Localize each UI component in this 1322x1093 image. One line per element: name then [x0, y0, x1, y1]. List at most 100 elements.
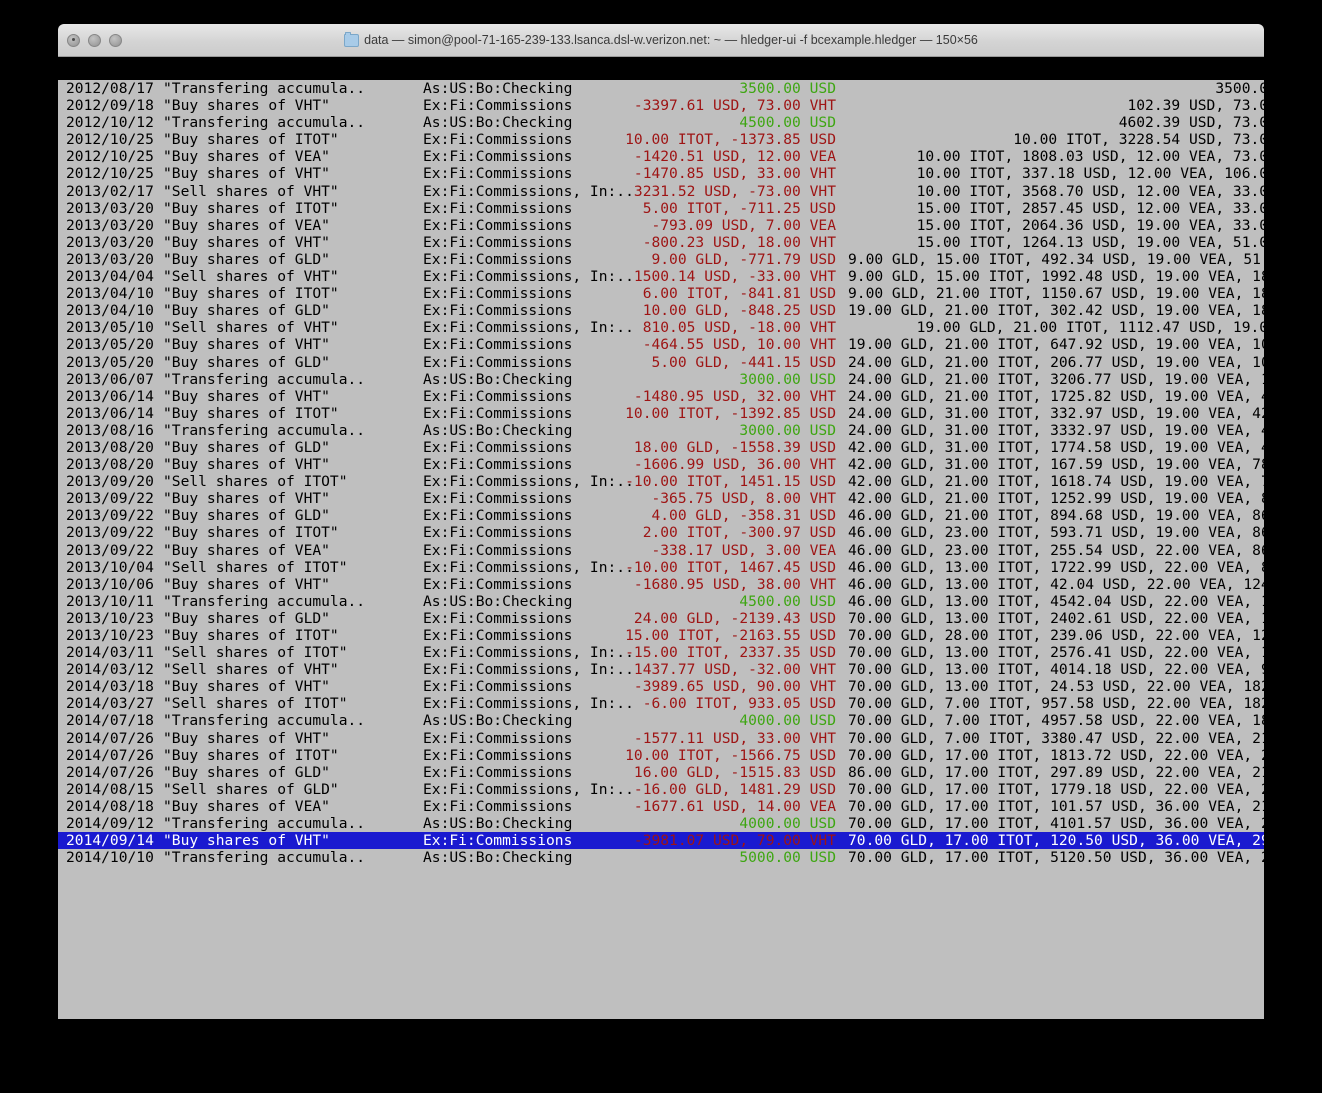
zoom-button[interactable] [109, 33, 122, 47]
row-date: 2013/04/04 [66, 268, 154, 286]
tui-header-bar: ———————————————————————————Assets:US:ETr… [58, 63, 1264, 80]
row-amount: 5.00 ITOT, -711.25 USD [642, 199, 836, 217]
close-button[interactable] [67, 33, 80, 47]
row-description: "Transfering accumula.. [163, 80, 366, 97]
table-row[interactable]: 2014/03/12 "Sell shares of VHT" Ex:Fi:Comm… [58, 661, 1264, 678]
table-row[interactable]: 2012/10/25 "Buy shares of VEA" Ex:Fi:Commi… [58, 148, 1264, 165]
table-row[interactable]: 2012/10/25 "Buy shares of ITOT" Ex:Fi:Comm… [58, 131, 1264, 148]
row-account: Ex:Fi:Commissions, In:.. [423, 780, 634, 798]
row-description: "Buy shares of VHT" [163, 678, 330, 696]
row-description: "Buy shares of VHT" [163, 575, 330, 593]
table-row[interactable]: 2014/10/10 "Transfering accumula.. As:US:B… [58, 849, 1264, 866]
row-balance: 15.00 ITOT, 2857.45 USD, 12.00 VEA, 33.0… [916, 199, 1264, 217]
table-row[interactable]: 2014/03/11 "Sell shares of ITOT" Ex:Fi:Com… [58, 644, 1264, 661]
row-balance: 46.00 GLD, 21.00 ITOT, 894.68 USD, 19.00… [848, 507, 1264, 525]
row-account: As:US:Bo:Checking [423, 592, 573, 610]
row-description: "Buy shares of VHT" [163, 729, 330, 747]
table-row[interactable]: 2013/06/14 "Buy shares of ITOT" Ex:Fi:Comm… [58, 405, 1264, 422]
table-row[interactable]: 2013/09/22 "Buy shares of ITOT" Ex:Fi:Comm… [58, 524, 1264, 541]
row-date: 2013/09/20 [66, 473, 154, 491]
row-date: 2013/06/07 [66, 370, 154, 388]
table-row[interactable]: 2013/10/11 "Transfering accumula.. As:US:B… [58, 593, 1264, 610]
row-balance: 10.00 ITOT, 3568.70 USD, 12.00 VEA, 33.0… [916, 182, 1264, 200]
table-row[interactable]: 2013/10/23 "Buy shares of ITOT" Ex:Fi:Comm… [58, 627, 1264, 644]
table-row[interactable]: 2014/03/18 "Buy shares of VHT" Ex:Fi:Commi… [58, 678, 1264, 695]
table-row[interactable]: 2013/02/17 "Sell shares of VHT" Ex:Fi:Comm… [58, 183, 1264, 200]
table-row[interactable]: 2013/06/07 "Transfering accumula.. As:US:B… [58, 371, 1264, 388]
window-titlebar[interactable]: data — simon@pool-71-165-239-133.lsanca.… [58, 24, 1264, 57]
table-row[interactable]: 2013/08/20 "Buy shares of VHT" Ex:Fi:Commi… [58, 456, 1264, 473]
table-row[interactable]: 2013/05/10 "Sell shares of VHT" Ex:Fi:Comm… [58, 319, 1264, 336]
table-row[interactable]: 2012/09/18 "Buy shares of VHT" Ex:Fi:Commi… [58, 97, 1264, 114]
table-row[interactable]: 2013/06/14 "Buy shares of VHT" Ex:Fi:Commi… [58, 388, 1264, 405]
table-row[interactable]: 2013/04/04 "Sell shares of VHT" Ex:Fi:Comm… [58, 268, 1264, 285]
row-balance: 70.00 GLD, 17.00 ITOT, 1779.18 USD, 22.0… [848, 780, 1264, 798]
table-row[interactable]: 2013/05/20 "Buy shares of GLD" Ex:Fi:Commi… [58, 354, 1264, 371]
table-row[interactable]: 2013/03/20 "Buy shares of ITOT" Ex:Fi:Comm… [58, 200, 1264, 217]
table-row[interactable]: 2013/09/22 "Buy shares of VEA" Ex:Fi:Commi… [58, 542, 1264, 559]
table-row[interactable]: 2014/08/18 "Buy shares of VEA" Ex:Fi:Commi… [58, 798, 1264, 815]
row-balance: 4602.39 USD, 73.00 VHT [1118, 114, 1264, 132]
folder-icon [344, 31, 360, 47]
table-row[interactable]: 2014/07/26 "Buy shares of ITOT" Ex:Fi:Comm… [58, 747, 1264, 764]
table-row[interactable]: 2013/09/20 "Sell shares of ITOT" Ex:Fi:Com… [58, 473, 1264, 490]
window-title-text: data — simon@pool-71-165-239-133.lsanca.… [364, 33, 978, 47]
row-balance: 70.00 GLD, 28.00 ITOT, 239.06 USD, 22.00… [848, 627, 1264, 644]
table-row[interactable]: 2013/10/04 "Sell shares of ITOT" Ex:Fi:Com… [58, 559, 1264, 576]
row-description: "Buy shares of VHT" [163, 387, 330, 405]
window-controls[interactable] [67, 24, 122, 56]
row-description: "Transfering accumula.. [163, 815, 366, 833]
table-row[interactable]: 2013/03/20 "Buy shares of GLD" Ex:Fi:Commi… [58, 251, 1264, 268]
row-balance: 70.00 GLD, 13.00 ITOT, 24.53 USD, 22.00 … [848, 678, 1264, 696]
table-row[interactable]: 2014/09/12 "Transfering accumula.. As:US:B… [58, 815, 1264, 832]
table-row[interactable]: 2014/07/26 "Buy shares of VHT" Ex:Fi:Commi… [58, 730, 1264, 747]
row-account: Ex:Fi:Commissions [423, 336, 573, 354]
minimize-button[interactable] [88, 33, 101, 47]
row-amount: 18.00 GLD, -1558.39 USD [633, 438, 836, 456]
table-row[interactable]: 2014/07/18 "Transfering accumula.. As:US:B… [58, 712, 1264, 729]
row-date: 2013/06/14 [66, 387, 154, 405]
row-balance: 24.00 GLD, 21.00 ITOT, 3206.77 USD, 19.0… [848, 370, 1264, 388]
table-row[interactable]: 2013/03/20 "Buy shares of VHT" Ex:Fi:Commi… [58, 234, 1264, 251]
table-row[interactable]: 2014/03/27 "Sell shares of ITOT" Ex:Fi:Com… [58, 695, 1264, 712]
table-row[interactable]: 2014/08/15 "Sell shares of GLD" Ex:Fi:Comm… [58, 781, 1264, 798]
row-amount: -1677.61 USD, 14.00 VEA [633, 797, 836, 815]
table-row[interactable]: 2013/09/22 "Buy shares of GLD" Ex:Fi:Commi… [58, 507, 1264, 524]
row-description: "Buy shares of GLD" [163, 302, 330, 320]
row-date: 2014/07/26 [66, 729, 154, 747]
row-description: "Buy shares of GLD" [163, 438, 330, 456]
row-amount: 3000.00 USD [739, 370, 836, 388]
row-account: Ex:Fi:Commissions [423, 97, 573, 115]
table-row[interactable]: 2013/08/16 "Transfering accumula.. As:US:B… [58, 422, 1264, 439]
table-row[interactable]: 2013/10/06 "Buy shares of VHT" Ex:Fi:Commi… [58, 576, 1264, 593]
transactions-list[interactable]: 2012/08/17 "Transfering accumula.. As:US:B… [58, 80, 1264, 1019]
row-balance: 86.00 GLD, 17.00 ITOT, 297.89 USD, 22.00… [848, 763, 1264, 781]
row-date: 2012/10/25 [66, 131, 154, 149]
row-account: Ex:Fi:Commissions, In:.. [423, 558, 634, 576]
row-account: As:US:Bo:Checking [423, 815, 573, 833]
terminal-screen[interactable]: ———————————————————————————Assets:US:ETr… [58, 57, 1264, 1024]
row-amount: -1420.51 USD, 12.00 VEA [633, 148, 836, 166]
row-amount: 24.00 GLD, -2139.43 USD [633, 609, 836, 627]
row-description: "Buy shares of ITOT" [163, 627, 339, 644]
table-row[interactable]: 2012/10/12 "Transfering accumula.. As:US:B… [58, 114, 1264, 131]
table-row[interactable]: 2013/09/22 "Buy shares of VHT" Ex:Fi:Commi… [58, 490, 1264, 507]
table-row[interactable]: 2013/08/20 "Buy shares of GLD" Ex:Fi:Commi… [58, 439, 1264, 456]
table-row[interactable]: 2013/05/20 "Buy shares of VHT" Ex:Fi:Commi… [58, 336, 1264, 353]
row-description: "Buy shares of GLD" [163, 763, 330, 781]
table-row[interactable]: 2013/10/23 "Buy shares of GLD" Ex:Fi:Commi… [58, 610, 1264, 627]
table-row[interactable]: 2013/04/10 "Buy shares of GLD" Ex:Fi:Commi… [58, 302, 1264, 319]
row-amount: 10.00 ITOT, -1373.85 USD [625, 131, 836, 149]
row-account: Ex:Fi:Commissions, In:.. [423, 268, 634, 286]
table-row[interactable]: 2012/08/17 "Transfering accumula.. As:US:B… [58, 80, 1264, 97]
table-row[interactable]: 2014/07/26 "Buy shares of GLD" Ex:Fi:Commi… [58, 764, 1264, 781]
table-row-selected[interactable]: 2014/09/14 "Buy shares of VHT" Ex:Fi:Commi… [58, 832, 1264, 850]
table-row[interactable]: 2012/10/25 "Buy shares of VHT" Ex:Fi:Commi… [58, 165, 1264, 182]
row-account: Ex:Fi:Commissions [423, 233, 573, 251]
table-row[interactable]: 2013/04/10 "Buy shares of ITOT" Ex:Fi:Comm… [58, 285, 1264, 302]
row-amount: -338.17 USD, 3.00 VEA [651, 541, 836, 559]
row-amount: -1577.11 USD, 33.00 VHT [633, 729, 836, 747]
tui-footer-bar[interactable]: ——————————————left:back C:cleared? right… [58, 1019, 1264, 1024]
table-row[interactable]: 2013/03/20 "Buy shares of VEA" Ex:Fi:Commi… [58, 217, 1264, 234]
row-date: 2013/10/04 [66, 558, 154, 576]
